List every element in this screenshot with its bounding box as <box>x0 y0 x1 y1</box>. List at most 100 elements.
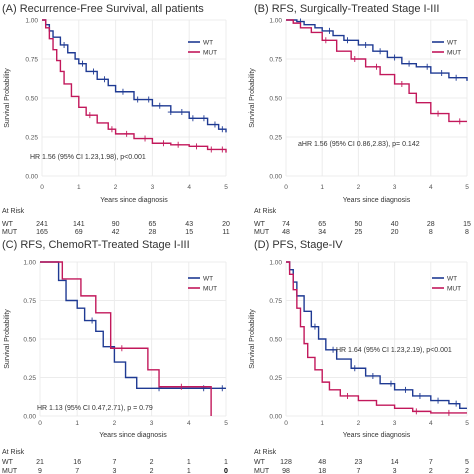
km-line-mut <box>286 19 467 123</box>
y-tick-label: 0.50 <box>23 337 36 344</box>
risk-count: 7 <box>75 468 79 474</box>
censor-mark-wt <box>211 121 218 128</box>
legend: WT MUT <box>432 40 461 57</box>
x-tick-label: 5 <box>224 420 228 427</box>
censor-mark-wt <box>134 96 141 103</box>
risk-row-label-wt: WT <box>2 459 14 466</box>
risk-count: 90 <box>112 221 120 228</box>
risk-table-title: At Risk <box>2 208 25 215</box>
y-tick-label: 0.00 <box>269 414 282 421</box>
risk-row-label-mut: MUT <box>2 468 18 474</box>
x-tick-label: 5 <box>465 184 469 191</box>
risk-count: 1 <box>224 459 228 466</box>
y-tick-label: 0.50 <box>269 337 282 344</box>
y-tick-label: 0.50 <box>269 96 282 103</box>
risk-count: 43 <box>185 221 193 228</box>
hr-annotation: HR 1.64 (95% CI 1.23,2.19), p<0.001 <box>336 347 452 354</box>
km-line-wt <box>286 19 468 81</box>
censor-mark-wt <box>377 48 384 55</box>
risk-count: 8 <box>465 229 469 236</box>
legend: WT MUT <box>188 40 217 57</box>
censor-mark-wt <box>178 109 185 116</box>
legend-label-wt: WT <box>203 276 213 283</box>
censor-mark-wt <box>351 365 358 372</box>
risk-count: 1 <box>187 468 191 474</box>
y-tick-label: 1.00 <box>23 260 36 267</box>
risk-count: 7 <box>429 459 433 466</box>
y-tick-label: 0.75 <box>269 57 282 64</box>
censor-mark-mut <box>160 140 167 147</box>
hr-annotation: HR 1.13 (95% CI 0.47,2.71), p = 0.79 <box>37 405 153 412</box>
hr-annotation: HR 1.56 (95% CI 1.23,1.98), p<0.001 <box>30 154 146 161</box>
risk-row-label-wt: WT <box>254 221 266 228</box>
x-tick-label: 0 <box>284 420 288 427</box>
censor-mark-wt <box>391 54 398 61</box>
risk-count: 2 <box>429 468 433 474</box>
censor-mark-wt <box>326 27 333 34</box>
y-tick-label: 0.25 <box>25 135 38 142</box>
y-tick-label: 0.25 <box>269 135 282 142</box>
censor-mark-mut <box>445 409 452 416</box>
legend-label-mut: MUT <box>447 50 461 57</box>
hr-annotation: aHR 1.56 (95% CI 0.86,2.83), p= 0.142 <box>298 141 420 148</box>
risk-row-label-mut: MUT <box>254 229 270 236</box>
censor-mark-wt <box>344 37 351 44</box>
risk-count: 3 <box>112 468 116 474</box>
censor-mark-wt <box>387 380 394 387</box>
censor-mark-mut <box>118 345 125 352</box>
risk-count: 8 <box>429 229 433 236</box>
panel-a: (A) Recurrence-Free Survival, all patien… <box>2 3 230 236</box>
risk-count: 65 <box>318 221 326 228</box>
risk-count: 34 <box>318 229 326 236</box>
panel-b: (B) RFS, Surgically-Treated Stage I-III 0… <box>249 3 471 236</box>
censor-mark-mut <box>413 408 420 415</box>
x-tick-label: 1 <box>320 184 324 191</box>
x-tick-label: 0 <box>284 184 288 191</box>
x-tick-label: 0 <box>40 184 44 191</box>
risk-count: 20 <box>222 221 230 228</box>
legend-label-mut: MUT <box>203 50 217 57</box>
panel-title: (B) RFS, Surgically-Treated Stage I-III <box>254 3 439 15</box>
risk-count: 15 <box>185 229 193 236</box>
y-tick-label: 1.00 <box>25 18 38 25</box>
x-axis-label: Years since diagnosis <box>343 197 411 204</box>
km-line-mut <box>40 261 212 416</box>
y-tick-label: 0.00 <box>25 174 38 181</box>
risk-count: 11 <box>222 229 229 236</box>
x-tick-label: 4 <box>187 420 191 427</box>
panel-title: (D) PFS, Stage-IV <box>254 239 343 251</box>
censor-mark-wt <box>369 372 376 379</box>
risk-count: 15 <box>463 221 471 228</box>
y-tick-label: 0.00 <box>23 414 36 421</box>
risk-count: 21 <box>36 459 44 466</box>
censor-mark-wt <box>416 392 423 399</box>
censor-mark-wt <box>453 400 460 407</box>
y-tick-label: 0.75 <box>25 57 38 64</box>
risk-count: 23 <box>355 459 363 466</box>
risk-count: 28 <box>427 221 435 228</box>
x-tick-label: 3 <box>151 184 155 191</box>
risk-count: 25 <box>355 229 363 236</box>
risk-count: 18 <box>318 468 326 474</box>
x-axis-label: Years since diagnosis <box>100 197 168 204</box>
censor-mark-mut <box>398 80 405 87</box>
risk-count: 74 <box>282 221 290 228</box>
x-tick-label: 1 <box>75 420 79 427</box>
censor-mark-mut <box>219 146 226 153</box>
censor-mark-mut <box>178 383 185 390</box>
x-tick-label: 0 <box>38 420 42 427</box>
legend-label-wt: WT <box>447 276 457 283</box>
x-tick-label: 2 <box>113 420 117 427</box>
y-tick-label: 1.00 <box>269 260 282 267</box>
x-tick-label: 5 <box>465 420 469 427</box>
y-tick-label: 0.25 <box>269 375 282 382</box>
x-tick-label: 2 <box>357 420 361 427</box>
censor-mark-wt <box>119 88 126 95</box>
km-line-wt <box>42 19 227 133</box>
censor-mark-mut <box>373 63 380 70</box>
censor-mark-wt <box>89 317 96 324</box>
risk-count: 48 <box>318 459 326 466</box>
censor-mark-wt <box>424 63 431 70</box>
risk-count: 48 <box>282 229 290 236</box>
